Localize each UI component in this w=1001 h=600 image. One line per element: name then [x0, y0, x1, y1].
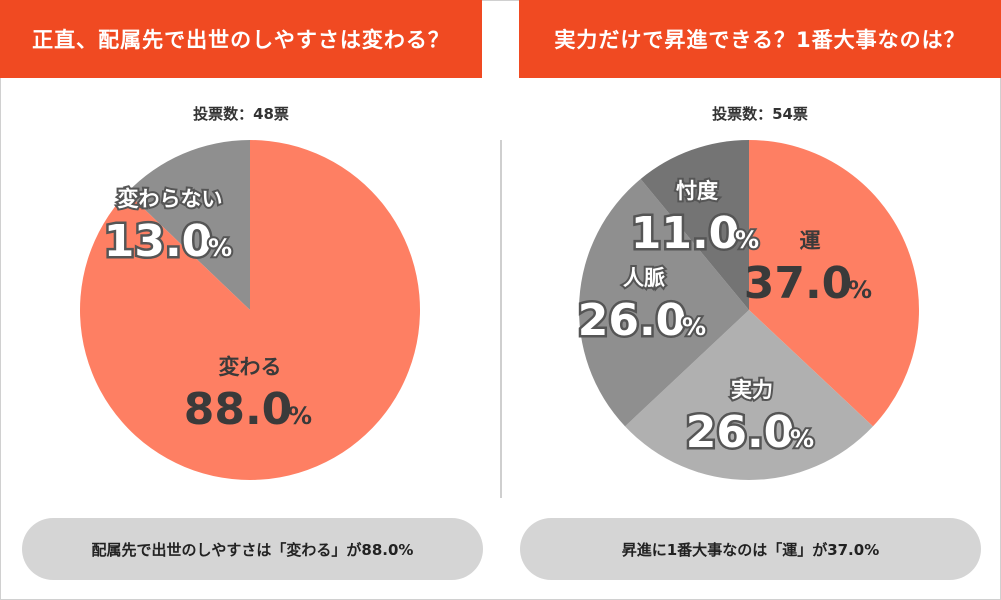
slice-label-pie-right-2: 人脈 26.0%	[575, 264, 708, 349]
slice-value-text: 11.0	[631, 208, 740, 259]
right-vote-count: 投票数：54票	[712, 105, 808, 123]
center-divider	[500, 140, 502, 498]
slice-label-pie-left-0: 変わらない 13.0%	[101, 185, 234, 270]
slice-percent-sign: %	[790, 425, 814, 453]
left-summary-pill: 配属先で出世のしやすさは「変わる」が88.0%	[22, 518, 483, 580]
slice-label-pie-right-0: 運 37.0%	[744, 229, 872, 309]
pie-slice-pie-right-3	[640, 140, 749, 310]
slice-value-text: 13.0	[104, 216, 213, 267]
slice-percent-sign: %	[848, 276, 872, 304]
left-vote-count: 投票数：48票	[193, 105, 289, 123]
left-chart-title: 正直、配属先で出世のしやすさは変わる？	[0, 0, 482, 78]
slice-value-text: 37.0	[744, 258, 853, 309]
slice-name-text: 変わらない	[118, 187, 223, 211]
slice-percent-sign: %	[735, 226, 759, 254]
slice-label-pie-left-1: 変わる 88.0%	[184, 355, 312, 435]
slice-name-text: 変わる	[219, 355, 282, 379]
slice-label-pie-right-3: 忖度 11.0%	[628, 177, 761, 262]
pie-slice-pie-left-0	[127, 140, 250, 310]
pie-slice-pie-left-1	[80, 140, 420, 480]
slice-value-text: 88.0	[184, 384, 293, 435]
slice-percent-sign: %	[682, 313, 706, 341]
slice-name-text: 忖度	[676, 179, 718, 203]
pie-slice-pie-right-2	[579, 179, 749, 427]
pie-slice-pie-right-1	[625, 310, 873, 480]
right-summary-pill: 昇進に1番大事なのは「運」が37.0%	[520, 518, 981, 580]
right-chart-title: 実力だけで昇進できる？1番大事なのは？	[519, 0, 1001, 78]
slice-value-text: 26.0	[578, 295, 687, 346]
slice-label-pie-right-1: 実力 26.0%	[683, 376, 816, 461]
slice-percent-sign: %	[208, 234, 232, 262]
slice-value-text: 26.0	[686, 407, 795, 458]
slice-name-text: 人脈	[623, 266, 665, 290]
slice-percent-sign: %	[288, 402, 312, 430]
pie-slice-pie-right-0	[749, 140, 919, 427]
slice-name-text: 運	[800, 229, 821, 253]
slice-name-text: 実力	[731, 378, 773, 402]
